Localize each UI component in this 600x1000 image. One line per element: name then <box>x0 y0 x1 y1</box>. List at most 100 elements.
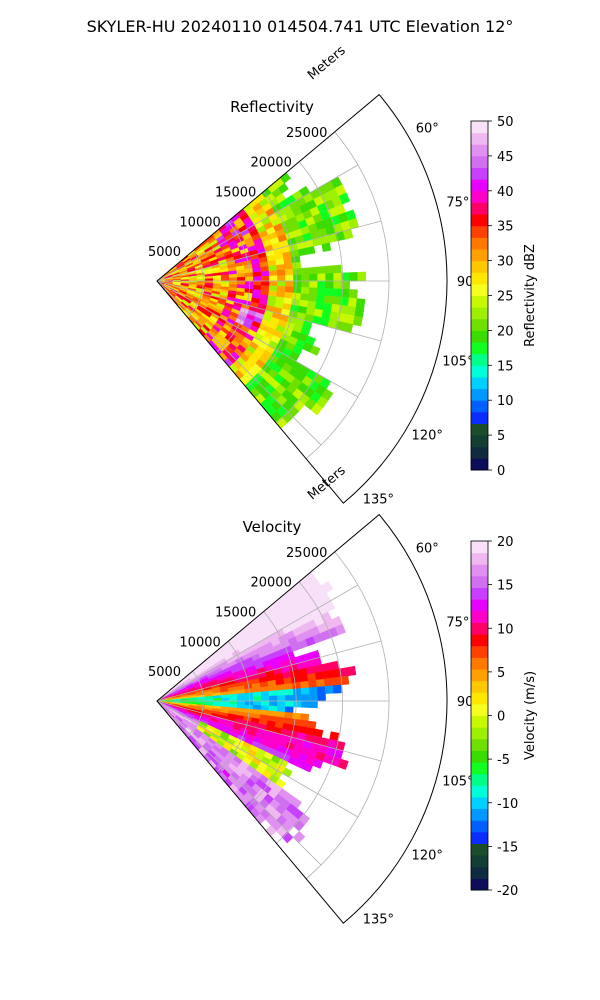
radial-tick-label: 15000 <box>215 606 256 621</box>
data-cell <box>352 315 363 327</box>
data-cell <box>292 681 302 690</box>
colorbar: -20 -15 -10 -5 0 5 10 15 20 Velocity (m/s) <box>470 535 538 899</box>
data-cell <box>276 684 286 691</box>
data-cell <box>269 700 278 707</box>
colorbar-segment <box>471 703 488 716</box>
data-cell <box>245 280 254 286</box>
colorbar-segment <box>471 458 488 471</box>
radial-tick-label: 25000 <box>286 126 327 141</box>
azimuth-spoke <box>156 280 382 342</box>
colorbar-tick-label: -20 <box>497 884 518 899</box>
data-cell <box>276 264 286 271</box>
data-cell <box>333 272 342 282</box>
data-cell <box>316 294 326 304</box>
data-cell <box>285 694 294 702</box>
azimuth-spoke <box>156 700 322 866</box>
data-cell <box>253 700 262 706</box>
data-cell <box>293 700 302 708</box>
range-ring <box>216 221 251 353</box>
data-cell <box>268 685 278 692</box>
colorbar-segment <box>471 715 488 728</box>
data-cell <box>300 287 310 295</box>
range-ring <box>305 131 390 460</box>
data-cell <box>300 680 310 689</box>
sector-outline <box>156 93 448 504</box>
data-cell <box>291 675 301 684</box>
data-cell <box>276 269 286 276</box>
data-cell <box>322 670 333 680</box>
data-cell <box>260 686 270 693</box>
data-cell <box>321 580 334 594</box>
colorbar-segment <box>471 808 488 821</box>
data-cell <box>285 274 294 282</box>
data-cell <box>212 697 222 702</box>
range-ring <box>276 161 343 424</box>
colorbar-tick-label: -10 <box>497 797 518 812</box>
colorbar-segment <box>471 237 488 250</box>
azimuth-spoke <box>156 640 382 702</box>
data-cell <box>301 700 310 708</box>
colorbar-label: Velocity (m/s) <box>523 671 538 760</box>
colorbar-segment <box>471 295 488 308</box>
azimuth-spoke <box>156 280 322 446</box>
angle-tick-label: 135° <box>363 912 394 927</box>
data-cell <box>269 280 278 287</box>
data-cell <box>310 402 323 416</box>
colorbar-label: Reflectivity dBZ <box>523 244 538 347</box>
colorbar-segment <box>471 692 488 705</box>
data-cell <box>260 690 270 697</box>
azimuth-spoke <box>156 700 382 762</box>
data-cell <box>325 280 334 289</box>
data-cell <box>261 280 270 287</box>
polar-grid <box>156 551 390 880</box>
colorbar-segment <box>471 318 488 331</box>
colorbar-segment <box>471 831 488 844</box>
colorbar-tick-label: 25 <box>497 290 514 305</box>
data-cell <box>349 272 358 282</box>
colorbar-tick-label: 15 <box>497 359 514 374</box>
polar-grid <box>156 131 390 460</box>
data-cell <box>334 623 346 636</box>
data-cell <box>316 266 326 275</box>
data-cell <box>268 690 278 697</box>
colorbar-segment <box>471 773 488 786</box>
data-cell <box>316 686 326 695</box>
colorbar-segment <box>471 727 488 740</box>
colorbar-segment <box>471 155 488 169</box>
data-cell <box>261 695 270 702</box>
colorbar-tick-label: 0 <box>497 710 505 725</box>
data-cell <box>309 700 318 709</box>
angle-tick-label: 105° <box>442 355 473 370</box>
colorbar-segment <box>471 796 488 810</box>
colorbar-tick-label: 20 <box>497 535 514 550</box>
colorbar-segment <box>471 657 488 670</box>
chart-title: Velocity <box>243 518 302 536</box>
data-cell <box>245 276 254 282</box>
data-cell <box>316 287 326 296</box>
data-cell <box>317 693 326 702</box>
data-cell <box>293 830 306 844</box>
colorbar-segment <box>471 190 488 203</box>
data-cell <box>284 682 294 691</box>
data-cell <box>276 286 286 293</box>
colorbar-segment <box>471 645 488 658</box>
colorbar-segment <box>471 365 488 378</box>
data-cell <box>339 675 350 686</box>
colorbar-segment <box>471 225 488 238</box>
data-cell <box>237 696 246 702</box>
data-cell <box>260 270 270 277</box>
colorbar-segment <box>471 342 488 355</box>
range-ring <box>305 551 390 880</box>
sector-outline <box>156 513 448 924</box>
data-cell <box>308 686 318 695</box>
data-field <box>156 172 367 429</box>
data-cell <box>324 288 334 297</box>
data-cell <box>284 268 294 276</box>
data-cell <box>309 280 318 289</box>
data-cell <box>292 261 302 270</box>
colorbar-segment <box>471 283 488 296</box>
colorbar-segment <box>471 214 488 227</box>
colorbar-segment <box>471 435 488 448</box>
colorbar-tick-label: 40 <box>497 185 514 200</box>
colorbar-segment <box>471 400 488 413</box>
